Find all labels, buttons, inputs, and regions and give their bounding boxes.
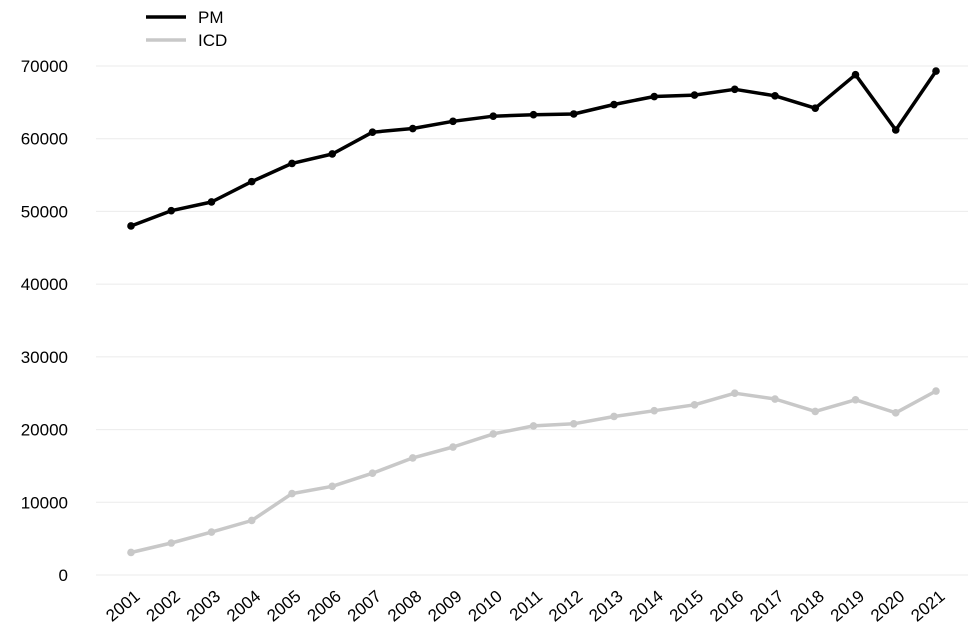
- point-icd-2016: [730, 389, 739, 398]
- point-icd-2006: [328, 482, 337, 491]
- point-icd-2011: [529, 422, 538, 430]
- point-icd-2018: [811, 407, 820, 416]
- x-tick-label-2008: 2008: [384, 587, 425, 626]
- point-pm-2015: [690, 91, 699, 99]
- y-tick-label-40000: 40000: [21, 275, 68, 294]
- x-tick-label-2006: 2006: [304, 587, 345, 626]
- point-pm-2004: [247, 177, 256, 186]
- x-tick-label-2021: 2021: [907, 587, 948, 626]
- x-tick-label-2002: 2002: [143, 587, 184, 626]
- point-icd-2004: [247, 516, 256, 525]
- point-icd-2014: [650, 406, 659, 415]
- point-icd-2003: [207, 528, 216, 536]
- point-pm-2012: [569, 110, 578, 118]
- point-icd-2020: [891, 409, 900, 417]
- point-pm-2018: [811, 104, 820, 112]
- x-tick-label-2019: 2019: [827, 587, 868, 626]
- x-tick-label-2004: 2004: [223, 587, 264, 626]
- series-line-pm: [129, 69, 938, 228]
- point-icd-2017: [771, 395, 779, 403]
- x-tick-label-2005: 2005: [263, 587, 304, 626]
- point-icd-2001: [127, 548, 135, 557]
- y-axis-ticks: 0 10000 20000 30000 40000 50000 60000 70000: [21, 57, 68, 585]
- point-icd-2002: [167, 539, 176, 547]
- x-tick-label-2016: 2016: [706, 587, 747, 626]
- point-pm-2011: [529, 110, 538, 119]
- x-tick-label-2009: 2009: [424, 587, 465, 626]
- point-icd-2012: [569, 419, 578, 428]
- point-icd-2007: [368, 469, 377, 478]
- point-pm-2002: [167, 206, 176, 215]
- point-icd-2013: [610, 412, 618, 421]
- x-tick-label-2003: 2003: [183, 587, 224, 626]
- gridlines: [96, 65, 968, 576]
- x-axis-ticks: 2001 2002 2003 2004 2005 2006 2007 2008 2009 2010…: [102, 587, 948, 626]
- y-tick-label-30000: 30000: [21, 348, 68, 367]
- point-icd-2015: [690, 401, 699, 409]
- y-tick-label-20000: 20000: [21, 421, 68, 440]
- point-pm-2019: [851, 70, 860, 79]
- series-line-icd: [129, 389, 938, 555]
- point-icd-2009: [449, 443, 457, 451]
- legend-label-pm: PM: [198, 8, 224, 27]
- x-tick-label-2011: 2011: [506, 587, 546, 625]
- point-pm-2007: [368, 128, 377, 136]
- point-pm-2008: [408, 124, 417, 133]
- x-tick-label-2010: 2010: [465, 587, 506, 626]
- point-icd-2005: [288, 489, 296, 498]
- point-icd-2010: [489, 430, 498, 438]
- x-tick-label-2020: 2020: [867, 587, 908, 626]
- x-tick-label-2012: 2012: [545, 587, 586, 626]
- point-pm-2014: [650, 92, 659, 101]
- x-tick-label-2018: 2018: [787, 587, 828, 626]
- series-lines: [127, 67, 940, 557]
- x-tick-label-2001: 2001: [102, 587, 143, 626]
- point-pm-2017: [771, 92, 779, 100]
- point-icd-2021: [932, 387, 940, 395]
- legend-label-icd: ICD: [198, 31, 227, 50]
- legend: PM ICD: [146, 8, 227, 50]
- point-icd-2019: [851, 395, 860, 404]
- point-pm-2005: [288, 159, 296, 168]
- point-pm-2021: [932, 67, 940, 75]
- x-tick-label-2014: 2014: [626, 587, 667, 626]
- point-pm-2003: [207, 198, 216, 206]
- y-tick-label-10000: 10000: [21, 493, 68, 512]
- point-pm-2006: [328, 150, 337, 158]
- y-tick-label-50000: 50000: [21, 202, 68, 221]
- y-tick-label-60000: 60000: [21, 130, 68, 149]
- point-icd-2008: [408, 454, 417, 462]
- x-tick-label-2017: 2017: [746, 587, 787, 626]
- point-pm-2020: [891, 126, 900, 134]
- x-tick-label-2007: 2007: [344, 587, 385, 626]
- point-pm-2016: [730, 85, 739, 94]
- point-pm-2009: [449, 117, 457, 126]
- x-tick-label-2015: 2015: [666, 587, 707, 626]
- y-tick-label-70000: 70000: [21, 57, 68, 76]
- point-pm-2013: [610, 100, 618, 109]
- point-pm-2010: [489, 112, 498, 120]
- y-tick-label-0: 0: [59, 566, 68, 585]
- point-pm-2001: [127, 222, 135, 230]
- x-tick-label-2013: 2013: [585, 587, 626, 626]
